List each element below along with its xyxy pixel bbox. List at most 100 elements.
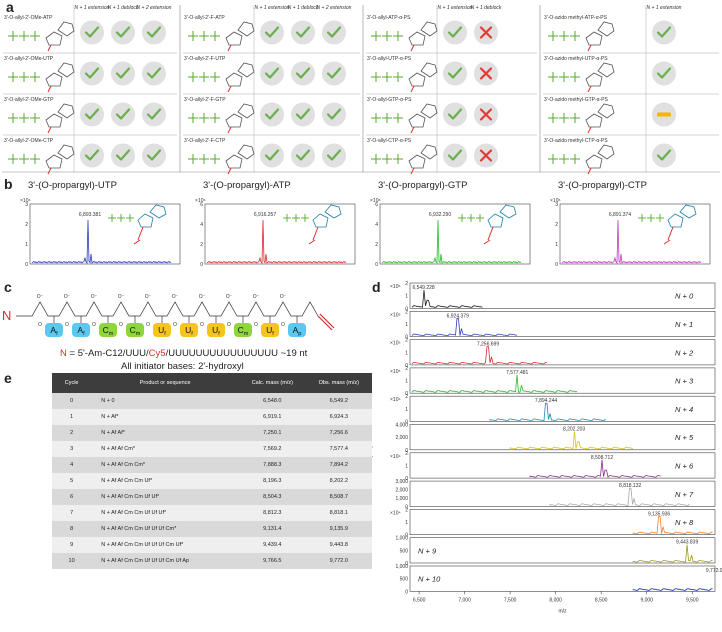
y-tick-label: 1 xyxy=(25,242,28,248)
mass-spectrum-row: ×10⁴ 0 1 2 7,894.244 N + 4 xyxy=(390,394,716,426)
check-icon xyxy=(291,143,315,168)
panel-e-label: e xyxy=(4,370,12,386)
obs-mass-cell: 9,772.0 xyxy=(305,553,372,569)
molecule-structure xyxy=(8,144,75,175)
x-tick-label: 6,500 xyxy=(413,597,426,603)
y-tick-label: 0 xyxy=(555,262,558,268)
table-row: 10 N + Af Af Cm Cm Uf Uf Uf Cm Uf Ap 9,766… xyxy=(52,553,372,569)
nucleotide-name: 3'-O-allyl-ATP-α-PS xyxy=(367,15,411,21)
molecule-structure xyxy=(638,204,697,245)
check-icon xyxy=(322,20,346,45)
cycle-label: N + 8 xyxy=(675,518,694,527)
molecule-structure xyxy=(548,144,615,175)
molecule-structure xyxy=(188,103,255,134)
nucleotide-name: 3'-O-azido methyl-CTP-α-PS xyxy=(544,138,608,144)
cycle-label: N + 1 xyxy=(675,320,693,329)
calc-mass-cell: 7,888.3 xyxy=(239,457,306,473)
phosphate-o-label: O⁻ xyxy=(199,294,206,300)
phosphate-o2-label: O xyxy=(227,322,231,328)
spectrum-trace xyxy=(549,487,690,506)
initiator-note: All initiator bases: 2'-hydroxyl xyxy=(121,361,244,372)
cycle-cell: 2 xyxy=(52,425,92,441)
y-tick-label: 2,000 xyxy=(395,488,408,494)
cycle-label: N + 4 xyxy=(675,405,693,414)
panel-b-spectra: 3'-(O-propargyl)-UTP×10⁶01236,893.3813'-… xyxy=(20,180,711,268)
y-tick-label: 0 xyxy=(25,262,28,268)
base-box xyxy=(207,323,225,337)
nucleotide-name: 3'-O-allyl-GTP-α-PS xyxy=(367,97,412,103)
spectrum-trace xyxy=(411,289,483,308)
mass-spectrum-row: 0 2,000 4,000 8,202.203 N + 5 xyxy=(395,423,716,454)
peak-label: 9,443.839 xyxy=(676,540,698,546)
y-tick-label: 0 xyxy=(405,420,408,426)
spectrum-trace xyxy=(509,431,633,450)
check-icon xyxy=(291,102,315,127)
y-tick-label: 2 xyxy=(200,242,203,248)
column-header: N + 1 extension xyxy=(438,5,473,11)
calc-mass-cell: 9,439.4 xyxy=(239,537,306,553)
y-tick-label: 1,000 xyxy=(395,564,408,570)
x-tick-label: 8,000 xyxy=(549,597,562,603)
check-icon xyxy=(260,20,284,45)
y-tick-label: 0 xyxy=(405,448,408,454)
y-tick-label: 1 xyxy=(405,322,408,328)
y-tick-label: 1 xyxy=(405,520,408,526)
y-tick-label: 2 xyxy=(405,366,408,372)
row-frame xyxy=(409,537,716,564)
cycle-cell: 6 xyxy=(52,489,92,505)
molecule-structure xyxy=(8,103,75,134)
check-icon xyxy=(142,20,166,45)
spectrum-title: 3'-(O-propargyl)-UTP xyxy=(28,180,117,191)
x-tick-label: 9,500 xyxy=(686,597,699,603)
base-box xyxy=(261,323,279,337)
check-icon xyxy=(443,20,467,45)
y-exponent: ×10⁵ xyxy=(390,369,401,375)
cross-icon xyxy=(474,20,498,45)
calc-mass-cell: 9,131.4 xyxy=(239,521,306,537)
product-cell: N + Af Af Cm Cm Uf Uf Uf Cm Uf Ap xyxy=(91,553,240,569)
base-box xyxy=(234,323,252,337)
y-exponent: ×10⁴ xyxy=(390,397,401,403)
check-icon xyxy=(443,61,467,86)
molecule-structure xyxy=(371,103,438,134)
nucleotide-name: 3'-O-azido methyl-GTP-α-PS xyxy=(544,97,609,103)
molecule-structure xyxy=(188,21,255,52)
y-tick-label: 3 xyxy=(25,202,28,208)
cycle-cell: 8 xyxy=(52,521,92,537)
base-label: Cm xyxy=(238,325,249,337)
y-tick-label: 1 xyxy=(405,407,408,413)
cycle-cell: 4 xyxy=(52,457,92,473)
calc-mass-cell: 7,569.2 xyxy=(239,441,306,457)
product-cell: N + Af Af Cm Cm Uf Uf Uf* xyxy=(91,505,240,521)
nucleotide-name: 3'-O-allyl-2'-OMe-ATP xyxy=(4,15,53,21)
base-box xyxy=(99,323,117,337)
check-icon xyxy=(291,20,315,45)
cycle-cell: 5 xyxy=(52,473,92,489)
y-tick-label: 2 xyxy=(375,242,378,248)
peak-label: 9,772.036 xyxy=(706,568,722,574)
row-frame xyxy=(409,282,716,309)
table-header-row: Cycle Product or sequence Calc. mass (m/… xyxy=(52,373,372,393)
base-box xyxy=(126,323,144,337)
product-cell: N + Af Af Cm Cm Uf Uf* xyxy=(91,489,240,505)
cycle-cell: 3 xyxy=(52,441,92,457)
calc-mass-cell: 6,548.0 xyxy=(239,393,306,409)
phosphate-o2-label: O xyxy=(254,322,258,328)
peak-label: 9,135.936 xyxy=(648,511,670,517)
spectrum-title: 3'-(O-propargyl)-CTP xyxy=(558,180,647,191)
product-cell: N + Af Af* xyxy=(91,425,240,441)
obs-mass-cell: 8,508.7 xyxy=(305,489,372,505)
y-tick-label: 1,000 xyxy=(395,496,408,502)
cycle-cell: 1 xyxy=(52,409,92,425)
row-frame xyxy=(409,367,716,394)
y-tick-label: 2,000 xyxy=(395,435,408,441)
check-icon xyxy=(322,143,346,168)
obs-mass-cell: 9,135.9 xyxy=(305,521,372,537)
spectrum-trace xyxy=(381,219,522,265)
mass-spectrum-row: 0 500 1,000 9,772.036 N + 10 xyxy=(395,564,722,595)
phosphate-o-label: O⁻ xyxy=(91,294,98,300)
phosphate-backbone xyxy=(16,301,319,317)
spectrum-plot: 3'-(O-propargyl)-CTP ×10⁶ 0 1 2 3 6,891.374 xyxy=(550,180,711,268)
